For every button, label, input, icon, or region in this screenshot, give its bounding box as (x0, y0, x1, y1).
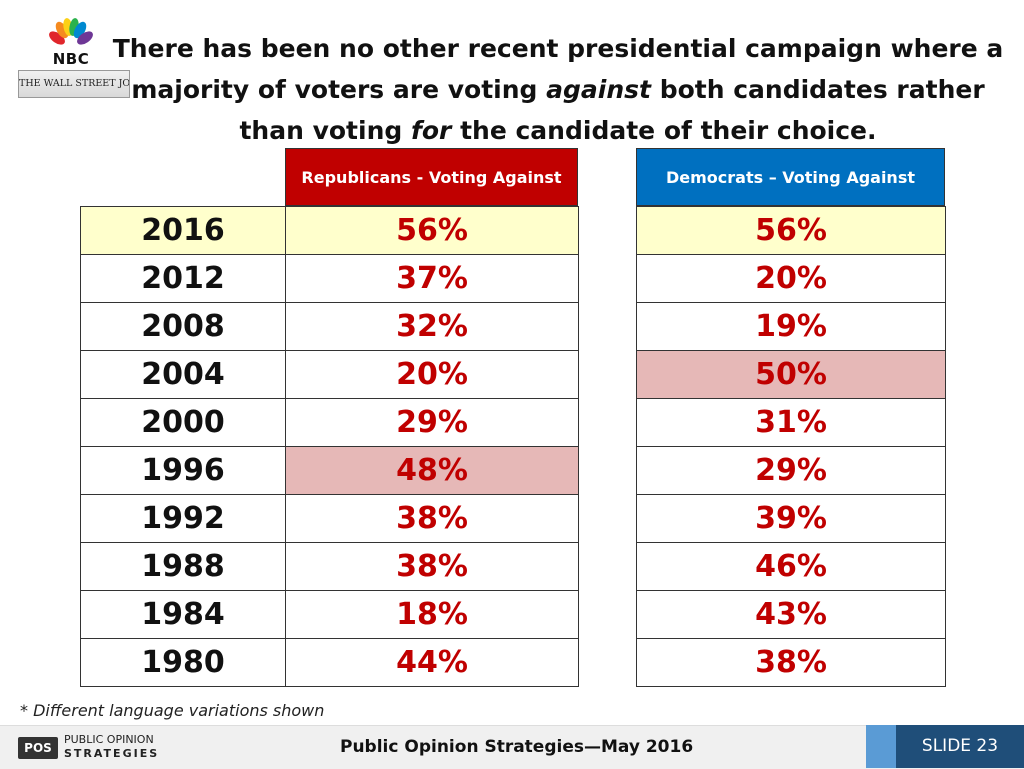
table-row: 1996 48% (80, 446, 579, 495)
title-line-2: majority of voters are voting against bo… (108, 69, 1008, 110)
republican-value-cell: 32% (285, 302, 579, 351)
table-row: 19% (636, 302, 946, 351)
logo-group: NBC THE WALL STREET JOURNAL. (18, 18, 130, 98)
democrat-value-cell: 43% (636, 590, 946, 639)
republicans-column-header: Republicans - Voting Against (285, 148, 578, 206)
republican-value-cell: 38% (285, 542, 579, 591)
footnote: * Different language variations shown (20, 701, 325, 720)
year-cell: 2008 (80, 302, 286, 351)
year-cell: 1996 (80, 446, 286, 495)
table-row: 43% (636, 590, 946, 639)
nbc-logo-text: NBC (52, 50, 90, 68)
year-cell: 1988 (80, 542, 286, 591)
table-row: 29% (636, 446, 946, 495)
democrat-value-cell: 50% (636, 350, 946, 399)
title-line-2-emphasis: against (546, 75, 651, 104)
table-row: 31% (636, 398, 946, 447)
democrat-value-cell: 29% (636, 446, 946, 495)
republicans-table: 2016 56% 2012 37% 2008 32% 2004 20% 2000 29% 1996 4… (80, 206, 579, 687)
slide-accent (866, 725, 896, 768)
title-line-3-post: the candidate of their choice. (451, 116, 877, 145)
table-row: 50% (636, 350, 946, 399)
year-cell: 1980 (80, 638, 286, 687)
democrat-value-cell: 20% (636, 254, 946, 303)
table-row: 2012 37% (80, 254, 579, 303)
wsj-logo: THE WALL STREET JOURNAL. (18, 70, 130, 98)
republican-value-cell: 20% (285, 350, 579, 399)
pos-logo-line-1: PUBLIC OPINION (64, 733, 154, 746)
year-cell: 1984 (80, 590, 286, 639)
republican-value-cell: 38% (285, 494, 579, 543)
republican-value-cell: 18% (285, 590, 579, 639)
title-line-2-post: both candidates rather (650, 75, 985, 104)
slide-number: SLIDE 23 (896, 725, 1024, 768)
democrat-value-cell: 39% (636, 494, 946, 543)
table-row: 2016 56% (80, 206, 579, 255)
democrat-value-cell: 31% (636, 398, 946, 447)
title-line-3: than voting for the candidate of their c… (108, 110, 1008, 151)
year-cell: 2016 (80, 206, 286, 255)
democrat-value-cell: 56% (636, 206, 946, 255)
democrats-column-header: Democrats – Voting Against (636, 148, 945, 206)
table-row: 2000 29% (80, 398, 579, 447)
table-row: 56% (636, 206, 946, 255)
table-row: 39% (636, 494, 946, 543)
year-cell: 2004 (80, 350, 286, 399)
table-row: 2004 20% (80, 350, 579, 399)
democrat-value-cell: 46% (636, 542, 946, 591)
nbc-peacock-icon (49, 18, 93, 46)
table-row: 1992 38% (80, 494, 579, 543)
title-line-3-emphasis: for (410, 116, 452, 145)
year-cell: 1992 (80, 494, 286, 543)
table-row: 38% (636, 638, 946, 687)
table-row: 1984 18% (80, 590, 579, 639)
footer-bar (0, 725, 1024, 769)
table-row: 2008 32% (80, 302, 579, 351)
republican-value-cell: 48% (285, 446, 579, 495)
pos-mark-icon: POS (18, 737, 58, 759)
democrats-table: 56% 20% 19% 50% 31% 29% 39% 46% 43% 38% (636, 206, 946, 687)
slide-title: There has been no other recent president… (108, 28, 1008, 151)
republican-value-cell: 37% (285, 254, 579, 303)
title-line-1: There has been no other recent president… (112, 34, 1004, 63)
pos-logo: POS PUBLIC OPINION STRATEGIES (18, 733, 158, 763)
democrat-value-cell: 38% (636, 638, 946, 687)
table-row: 20% (636, 254, 946, 303)
year-cell: 2012 (80, 254, 286, 303)
table-row: 1988 38% (80, 542, 579, 591)
pos-logo-line-2: STRATEGIES (64, 747, 160, 760)
republican-value-cell: 29% (285, 398, 579, 447)
democrat-value-cell: 19% (636, 302, 946, 351)
title-line-2-pre: majority of voters are voting (131, 75, 547, 104)
table-row: 1980 44% (80, 638, 579, 687)
year-cell: 2000 (80, 398, 286, 447)
republican-value-cell: 44% (285, 638, 579, 687)
republican-value-cell: 56% (285, 206, 579, 255)
footer-source: Public Opinion Strategies—May 2016 (340, 737, 694, 757)
table-row: 46% (636, 542, 946, 591)
title-line-3-pre: than voting (239, 116, 411, 145)
